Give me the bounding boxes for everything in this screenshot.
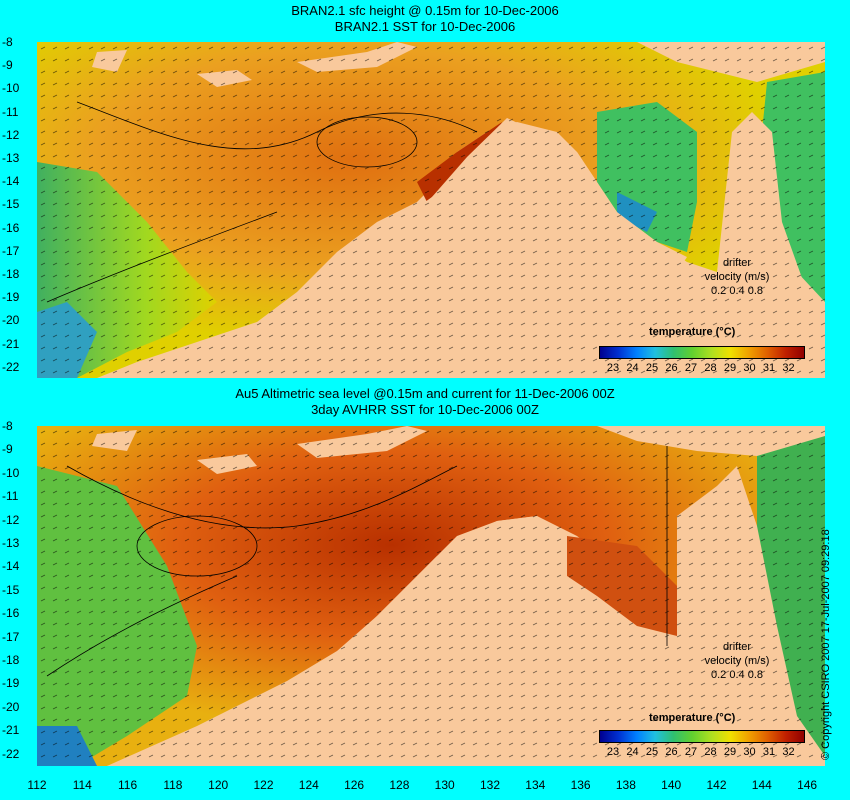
y-axis-tick-label: -17 <box>2 243 20 258</box>
y-axis-tick-label: -19 <box>2 290 20 305</box>
x-axis-tick-label: 112 <box>27 778 47 792</box>
y-axis-tick-label: -13 <box>2 151 20 165</box>
y-axis-tick-label: -8 <box>2 35 13 49</box>
y-axis-tick-label: -8 <box>2 419 13 433</box>
colorbar-tick-label: 27 <box>684 746 698 758</box>
x-axis-tick-label: 122 <box>253 778 274 792</box>
bottom-panel-subtitle: 3day AVHRR SST for 10-Dec-2006 00Z <box>311 402 539 417</box>
y-axis-tick-label: -11 <box>2 489 19 504</box>
colorbar-tick-label: 25 <box>645 362 659 374</box>
y-axis-tick-label: -11 <box>2 104 19 119</box>
y-axis-tick-label: -9 <box>2 442 13 457</box>
y-axis-tick-label: -20 <box>2 313 20 328</box>
colorbar-tick-label: 25 <box>645 746 659 758</box>
top-colorbar <box>599 346 805 359</box>
colorbar-tick-label: 29 <box>723 746 737 758</box>
colorbar-tick-label: 31 <box>762 746 776 758</box>
x-axis-tick-label: 128 <box>389 778 410 792</box>
x-axis-tick-label: 136 <box>570 778 591 792</box>
y-axis-tick-label: -16 <box>2 220 20 235</box>
x-axis-tick-label: 144 <box>751 778 772 792</box>
y-axis-tick-label: -12 <box>2 127 20 142</box>
colorbar-tick-label: 28 <box>704 362 717 374</box>
x-axis-tick-label: 130 <box>434 778 455 792</box>
bottom-drifter-label: drifter <box>722 641 752 653</box>
bottom-drifter-scale: 0.2 0.4 0.8 <box>711 669 763 681</box>
colorbar-tick-label: 32 <box>782 362 795 374</box>
top-panel-subtitle: BRAN2.1 SST for 10-Dec-2006 <box>334 19 516 34</box>
colorbar-tick-label: 23 <box>606 746 620 758</box>
x-axis-tick-label: 134 <box>525 778 546 792</box>
y-axis-tick-label: -19 <box>2 676 20 691</box>
bottom-drifter-velocity-label: velocity (m/s) <box>704 655 770 667</box>
x-axis-tick-label: 142 <box>706 778 727 792</box>
colorbar-tick-label: 26 <box>665 362 678 374</box>
colorbar-tick-label: 26 <box>665 746 678 758</box>
bottom-colorbar <box>599 730 805 743</box>
y-axis-tick-label: -18 <box>2 653 20 667</box>
x-axis-tick-label: 140 <box>661 778 682 792</box>
top-sst-map: drifter velocity (m/s) 0.2 0.4 0.8 tempe… <box>37 42 825 378</box>
colorbar-tick-label: 32 <box>782 746 795 758</box>
y-axis-tick-label: -10 <box>2 465 20 480</box>
x-axis-tick-label: 118 <box>163 778 183 792</box>
x-axis-tick-label: 114 <box>72 778 92 792</box>
bottom-legend-title: temperature (°C) <box>649 712 736 724</box>
x-axis-tick-label: 138 <box>615 778 636 792</box>
y-axis-tick-label: -17 <box>2 629 20 644</box>
top-legend-title: temperature (°C) <box>649 326 736 338</box>
bottom-sst-map: drifter velocity (m/s) 0.2 0.4 0.8 tempe… <box>37 426 825 766</box>
y-axis-tick-label: -20 <box>2 699 20 714</box>
colorbar-tick-label: 28 <box>704 746 717 758</box>
y-axis-tick-label: -22 <box>2 746 20 761</box>
colorbar-tick-label: 29 <box>723 362 737 374</box>
copyright-notice: © Copyright CSIRO 2007 17-Jul-2007 09:29… <box>820 529 832 760</box>
y-axis-tick-label: -10 <box>2 81 20 96</box>
x-axis-tick-label: 126 <box>344 778 365 792</box>
y-axis-tick-label: -14 <box>2 559 20 574</box>
x-axis-tick-label: 116 <box>118 778 138 792</box>
y-axis-tick-label: -9 <box>2 58 13 73</box>
top-panel-title: BRAN2.1 sfc height @ 0.15m for 10-Dec-20… <box>291 3 559 18</box>
y-axis-tick-label: -15 <box>2 582 20 597</box>
y-axis-tick-label: -13 <box>2 536 20 550</box>
top-drifter-scale: 0.2 0.4 0.8 <box>711 285 763 297</box>
colorbar-tick-label: 27 <box>684 362 698 374</box>
top-drifter-velocity-label: velocity (m/s) <box>704 271 770 283</box>
colorbar-tick-label: 30 <box>743 362 756 374</box>
colorbar-tick-label: 31 <box>762 362 776 374</box>
x-axis-tick-label: 120 <box>208 778 229 792</box>
top-drifter-label: drifter <box>722 257 752 269</box>
colorbar-tick-label: 30 <box>743 746 756 758</box>
y-axis-tick-label: -18 <box>2 267 20 281</box>
colorbar-tick-label: 24 <box>626 746 639 758</box>
colorbar-tick-label: 24 <box>626 362 639 374</box>
x-axis-tick-label: 146 <box>797 778 818 792</box>
x-axis-tick-label: 132 <box>479 778 501 792</box>
bottom-panel-title: Au5 Altimetric sea level @0.15m and curr… <box>235 386 615 401</box>
y-axis-tick-label: -12 <box>2 512 20 527</box>
y-axis-tick-label: -21 <box>2 336 20 351</box>
colorbar-tick-label: 23 <box>606 362 620 374</box>
y-axis-tick-label: -14 <box>2 174 20 189</box>
y-axis-tick-label: -22 <box>2 359 20 374</box>
y-axis-tick-label: -15 <box>2 197 20 212</box>
y-axis-tick-label: -21 <box>2 723 20 738</box>
x-axis-tick-label: 124 <box>298 778 319 792</box>
y-axis-tick-label: -16 <box>2 606 20 621</box>
